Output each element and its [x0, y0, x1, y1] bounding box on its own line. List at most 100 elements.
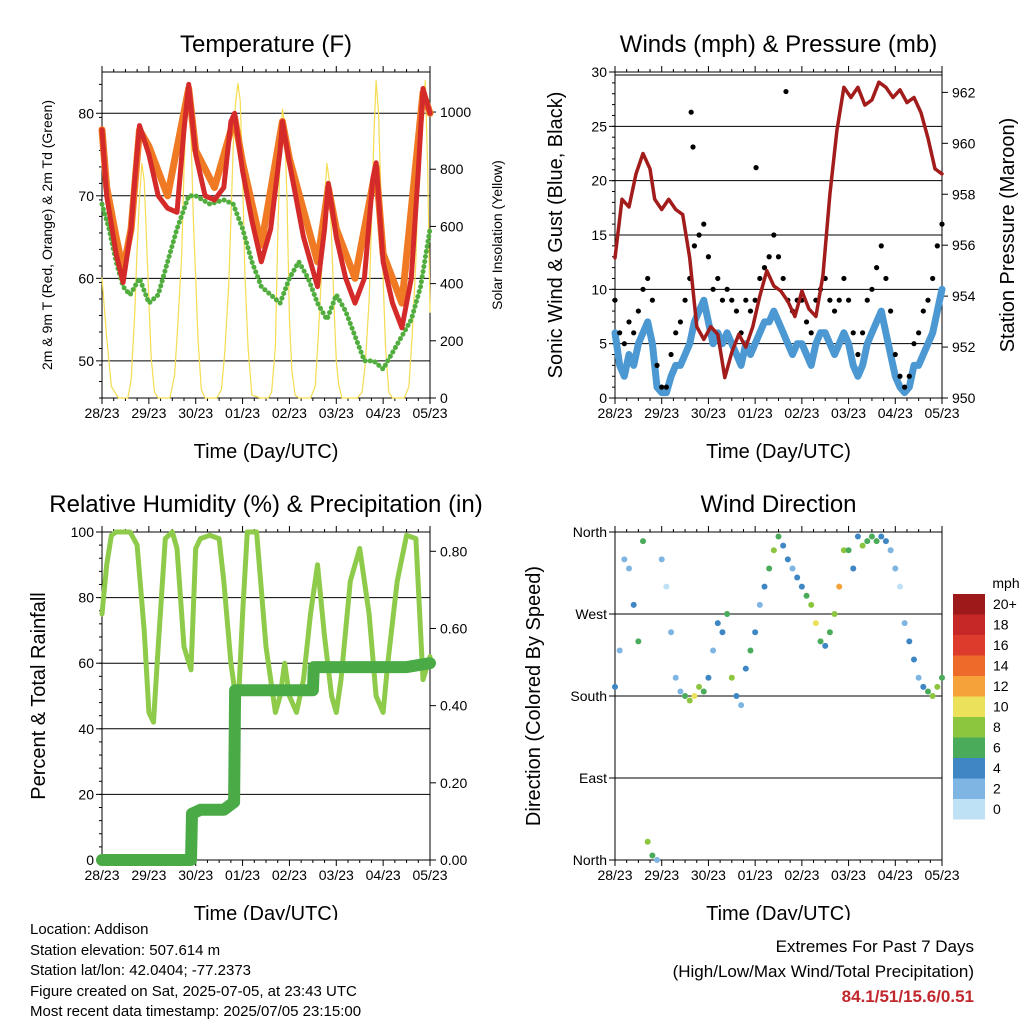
- gust-point: [654, 362, 660, 368]
- direction-point: [845, 547, 852, 554]
- x-axis-label: Time (Day/UTC): [706, 441, 851, 463]
- y2-tick-label: 960: [952, 135, 976, 151]
- gust-point: [752, 297, 758, 303]
- y-tick-label: 100: [71, 524, 95, 540]
- x-tick-label: 30/23: [178, 405, 213, 421]
- gust-point: [682, 297, 688, 303]
- direction-point: [840, 547, 847, 554]
- gust-point: [911, 341, 917, 347]
- gust-point: [775, 254, 782, 260]
- direction-point: [747, 647, 754, 654]
- legend-label: 16: [993, 637, 1009, 653]
- direction-point: [668, 629, 675, 636]
- gust-point: [710, 286, 716, 292]
- gust-point: [677, 319, 684, 325]
- gust-point: [831, 308, 838, 314]
- direction-point: [775, 533, 782, 540]
- legend-label: 4: [993, 760, 1001, 776]
- legend-label: 18: [993, 617, 1009, 633]
- x-tick-label: 01/23: [225, 867, 260, 883]
- extremes-box: Extremes For Past 7 Days (High/Low/Max W…: [673, 934, 974, 1009]
- y-tick-label: 10: [591, 281, 607, 297]
- direction-point: [798, 583, 805, 590]
- gust-point: [747, 308, 754, 314]
- gust-point: [621, 341, 627, 347]
- legend-label: 0: [993, 801, 1001, 817]
- direction-point: [915, 674, 922, 681]
- y2-tick-label: 958: [952, 186, 976, 202]
- direction-point: [939, 674, 945, 681]
- gust-point: [930, 275, 936, 282]
- gust-point: [691, 243, 698, 249]
- direction-point: [616, 647, 623, 654]
- gust-point: [715, 275, 721, 282]
- y-tick-label: 80: [78, 590, 94, 606]
- gust-point: [649, 297, 655, 303]
- y2-tick-label: 0.40: [440, 698, 467, 714]
- gust-point: [645, 275, 651, 282]
- x-tick-label: 02/23: [272, 405, 307, 421]
- y-tick-label: West: [575, 606, 607, 622]
- x-tick-label: 01/23: [738, 867, 773, 883]
- y2-tick-label: 0.00: [440, 852, 467, 868]
- x-tick-label: 29/23: [644, 405, 679, 421]
- gust-point: [855, 351, 861, 358]
- gust-point: [766, 254, 772, 260]
- gust-point: [640, 286, 646, 292]
- gust-point: [920, 308, 926, 314]
- legend-label: 20+: [993, 596, 1017, 612]
- gust-point: [808, 330, 814, 336]
- gust-point: [841, 275, 847, 282]
- gust-point: [888, 308, 894, 314]
- y2-axis-label: Station Pressure (Maroon): [997, 118, 1019, 353]
- y-tick-label: East: [579, 770, 607, 786]
- direction-point: [868, 533, 875, 540]
- gust-point: [874, 265, 880, 271]
- x-axis-label: Time (Day/UTC): [194, 903, 339, 920]
- x-tick-label: 04/23: [878, 867, 913, 883]
- gust-point: [724, 286, 730, 292]
- y-tick-label: 30: [591, 64, 607, 80]
- x-tick-label: 04/23: [366, 405, 401, 421]
- y2-tick-label: 800: [440, 161, 464, 177]
- x-tick-label: 28/23: [84, 405, 119, 421]
- gust-point: [761, 265, 768, 271]
- y-tick-label: 60: [78, 655, 94, 671]
- y2-tick-label: 600: [440, 218, 464, 234]
- gust-point: [612, 297, 618, 303]
- x-tick-label: 05/23: [412, 405, 447, 421]
- chart-panel-winds-pressure: 0 5 10 15 20 25 30 28/23 29/23 30/23 01/23 02/23 03/…: [545, 31, 1019, 463]
- direction-point: [859, 542, 866, 549]
- extremes-values: 84.1/51/15.6/0.51: [841, 987, 974, 1006]
- direction-point: [780, 542, 787, 549]
- x-tick-label: 29/23: [131, 405, 166, 421]
- direction-point: [658, 556, 665, 563]
- direction-point: [822, 642, 829, 649]
- chart-title: Wind Direction: [700, 491, 856, 518]
- series-solar-insolation: [101, 80, 431, 399]
- legend-swatch: [953, 778, 985, 799]
- legend-swatch: [953, 758, 985, 779]
- y-axis-label: 2m & 9m T (Red, Orange) & 2m Td (Green): [39, 100, 55, 370]
- x-tick-label: 03/23: [319, 867, 354, 883]
- gust-point: [617, 330, 623, 336]
- direction-point: [878, 533, 885, 540]
- speed-legend: mph 20+ 18 16 14 12 10 8 6 4 2 0: [953, 575, 1020, 820]
- direction-point: [836, 583, 843, 590]
- y2-tick-label: 952: [952, 339, 976, 355]
- gust-point: [635, 308, 641, 314]
- gust-point: [803, 319, 810, 325]
- direction-point: [705, 674, 712, 681]
- x-tick-label: 03/23: [831, 405, 866, 421]
- y2-tick-label: 400: [440, 276, 464, 292]
- series-relative-humidity: [99, 529, 433, 725]
- extremes-title: Extremes For Past 7 Days: [775, 937, 974, 956]
- y2-tick-label: 962: [952, 84, 976, 100]
- gust-point: [668, 351, 674, 358]
- y-tick-label: South: [570, 688, 607, 704]
- direction-point: [691, 693, 698, 699]
- y2-tick-label: 1000: [440, 104, 471, 120]
- direction-point: [761, 583, 768, 590]
